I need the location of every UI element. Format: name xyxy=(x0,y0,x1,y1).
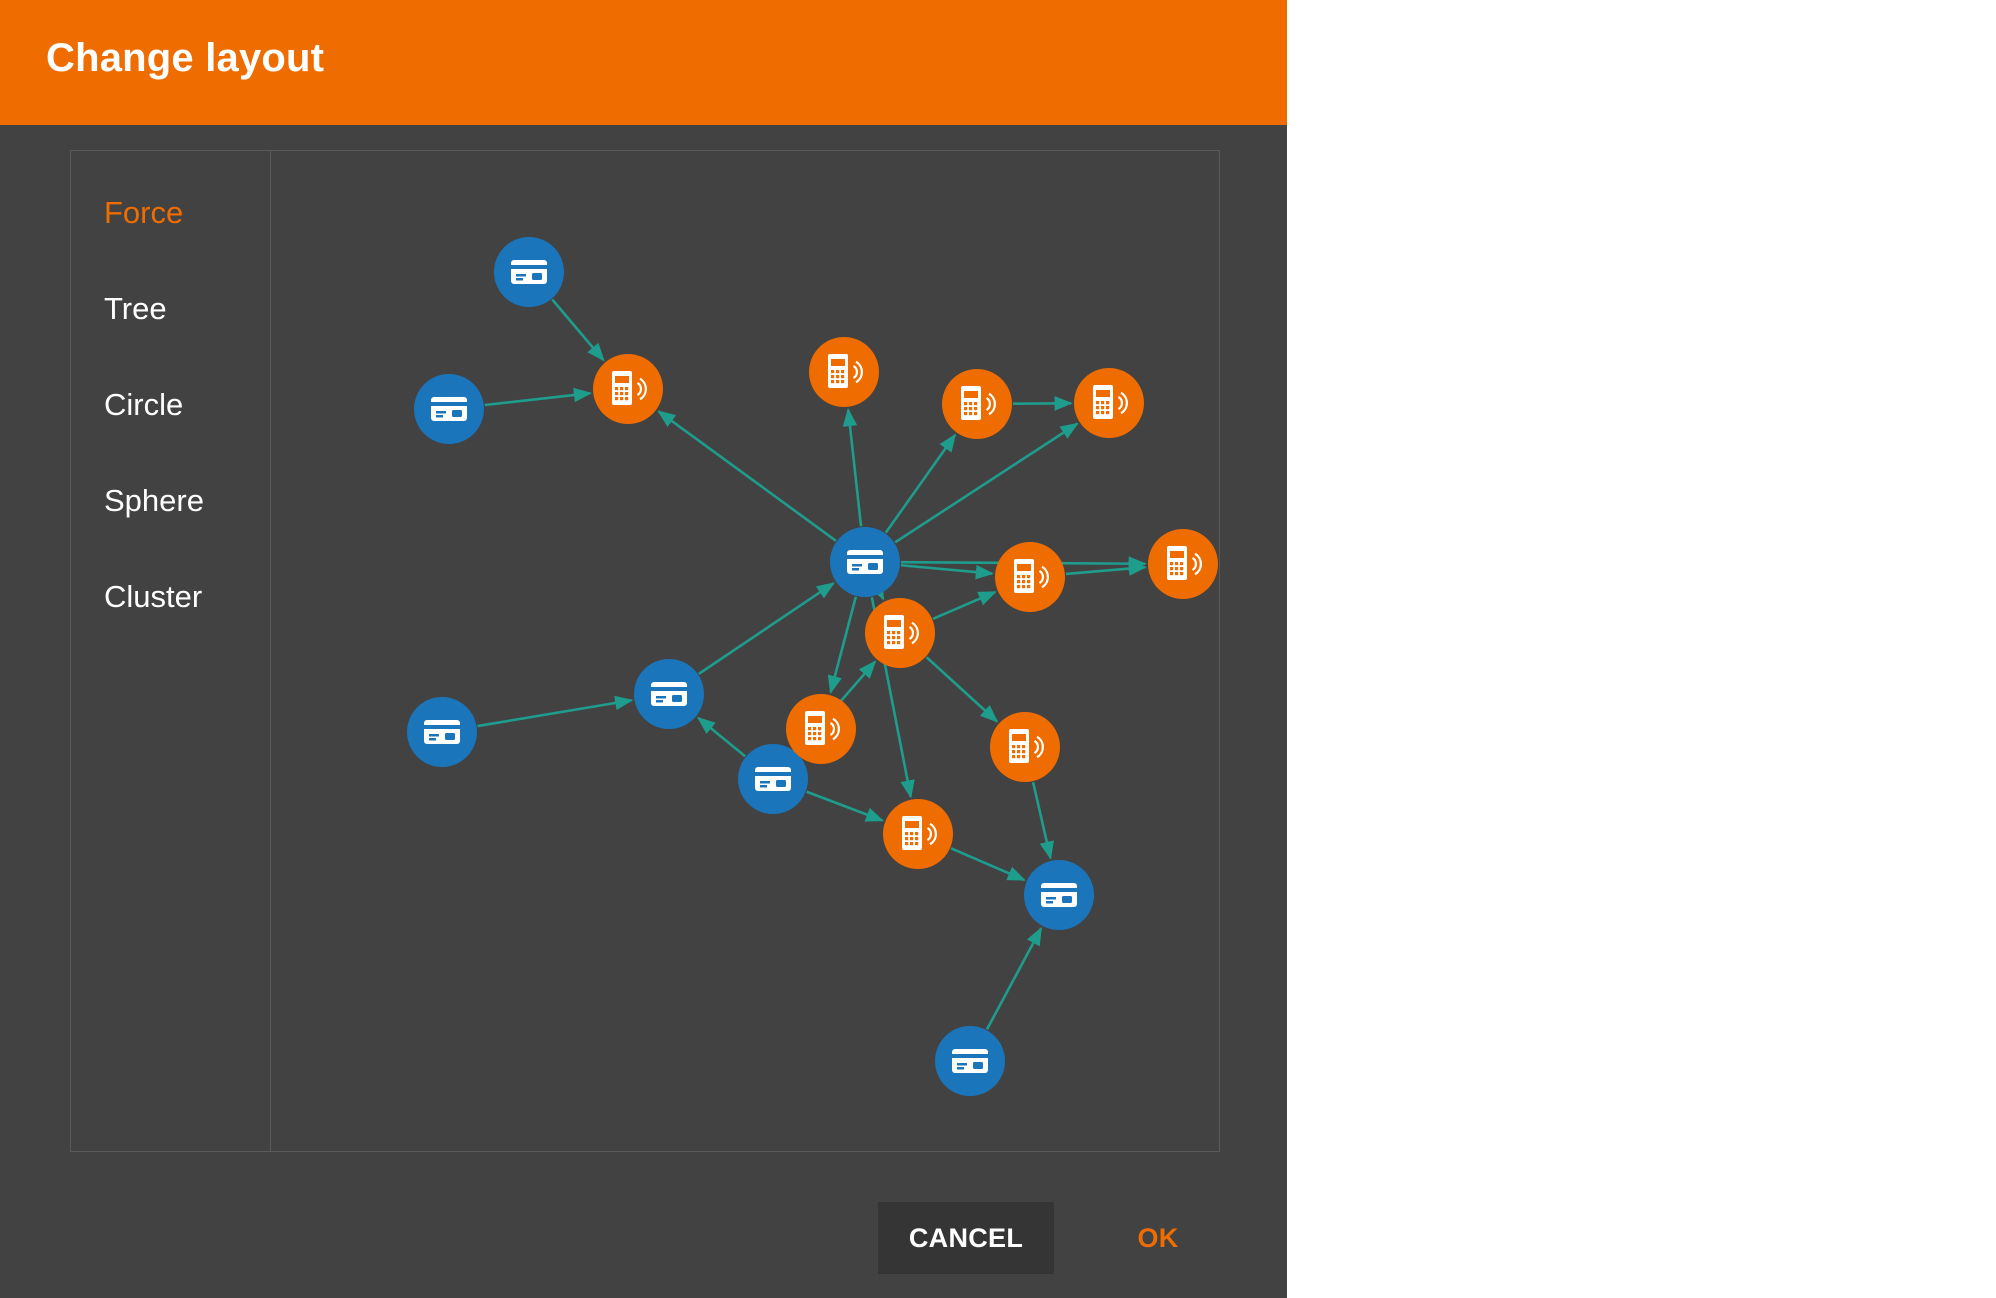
graph-edge xyxy=(869,581,885,601)
graph-edge xyxy=(484,387,593,407)
credit-card-icon xyxy=(1041,883,1077,907)
graph-preview[interactable] xyxy=(271,151,1219,1151)
graph-edge xyxy=(551,298,605,362)
card-node[interactable] xyxy=(738,744,808,814)
card-node[interactable] xyxy=(1024,860,1094,930)
credit-card-icon xyxy=(424,720,460,744)
cancel-button[interactable]: CANCEL xyxy=(878,1202,1054,1274)
payment-terminal-icon xyxy=(1009,729,1044,763)
terminal-node[interactable] xyxy=(865,598,935,668)
graph-edge xyxy=(985,926,1043,1030)
card-node[interactable] xyxy=(935,1026,1005,1096)
credit-card-icon xyxy=(952,1049,988,1073)
terminal-node[interactable] xyxy=(990,712,1060,782)
terminal-node[interactable] xyxy=(883,799,953,869)
payment-terminal-icon xyxy=(828,354,863,388)
payment-terminal-icon xyxy=(805,711,840,745)
card-node[interactable] xyxy=(414,374,484,444)
graph-edge xyxy=(894,422,1079,544)
graph-canvas xyxy=(407,237,1218,1096)
payment-terminal-icon xyxy=(1167,546,1202,580)
graph-edge xyxy=(477,695,634,728)
payment-terminal-icon xyxy=(902,816,937,850)
terminal-node[interactable] xyxy=(942,369,1012,439)
graph-edge xyxy=(697,716,746,758)
dialog-body: Force Tree Circle Sphere Cluster xyxy=(70,150,1220,1152)
layout-list: Force Tree Circle Sphere Cluster xyxy=(71,151,271,1151)
payment-terminal-icon xyxy=(884,615,919,649)
payment-terminal-icon xyxy=(612,371,647,405)
graph-edge xyxy=(925,656,999,723)
terminal-node[interactable] xyxy=(1074,368,1144,438)
layout-option-tree[interactable]: Tree xyxy=(104,291,167,326)
graph-edge xyxy=(1031,781,1054,860)
dialog-header: Change layout xyxy=(0,0,1287,125)
terminal-node[interactable] xyxy=(809,337,879,407)
credit-card-icon xyxy=(431,397,467,421)
credit-card-icon xyxy=(651,682,687,706)
graph-edge xyxy=(884,433,957,534)
graph-edge xyxy=(698,582,835,675)
card-node[interactable] xyxy=(407,697,477,767)
layout-option-sphere[interactable]: Sphere xyxy=(104,483,204,518)
graph-edge xyxy=(806,790,885,822)
payment-terminal-icon xyxy=(961,386,996,420)
change-layout-dialog: Change layout Force Tree Circle Sphere C… xyxy=(0,0,1287,1298)
credit-card-icon xyxy=(755,767,791,791)
graph-edge xyxy=(842,407,863,527)
graph-nodes xyxy=(407,237,1218,1096)
graph-edge xyxy=(657,410,837,542)
card-node[interactable] xyxy=(494,237,564,307)
layout-option-force[interactable]: Force xyxy=(104,195,184,230)
layout-option-cluster[interactable]: Cluster xyxy=(104,579,203,614)
graph-edge xyxy=(827,596,858,695)
credit-card-icon xyxy=(511,260,547,284)
credit-card-icon xyxy=(847,550,883,574)
graph-edge xyxy=(900,563,994,580)
terminal-node[interactable] xyxy=(786,694,856,764)
graph-edge xyxy=(950,847,1026,882)
ok-button[interactable]: OK xyxy=(1137,1223,1179,1253)
payment-terminal-icon xyxy=(1093,385,1128,419)
payment-terminal-icon xyxy=(1014,559,1049,593)
card-node[interactable] xyxy=(830,527,900,597)
terminal-node[interactable] xyxy=(995,542,1065,612)
layout-option-circle[interactable]: Circle xyxy=(104,387,184,422)
graph-edge xyxy=(932,590,997,620)
dialog-title: Change layout xyxy=(46,36,325,80)
graph-edge xyxy=(1065,561,1147,576)
terminal-node[interactable] xyxy=(593,354,663,424)
terminal-node[interactable] xyxy=(1148,529,1218,599)
card-node[interactable] xyxy=(634,659,704,729)
